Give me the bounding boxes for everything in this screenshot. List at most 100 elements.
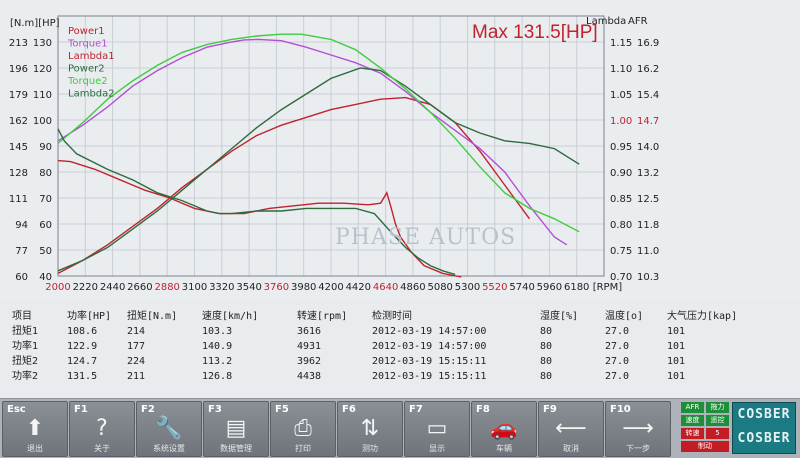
right-tick-lambda: 0.85 xyxy=(610,194,632,205)
dyno-icon: ⇅ xyxy=(360,416,380,441)
left-tick-hp: 110 xyxy=(33,90,52,101)
x-axis-ticks: 2000 2220 2440 2660 2880 3100 3320 3540 3760 3980… xyxy=(45,282,622,293)
cell: 扭矩2 xyxy=(12,356,39,367)
left-tick-nm: 77 xyxy=(15,246,28,257)
esc-exit-button[interactable]: Esc ⬆ 退出 xyxy=(2,401,68,457)
header-temperature: 温度[o] xyxy=(605,311,644,322)
table-header: 项目 功率[HP] 扭矩[N.m] 速度[km/h] 转速[rpm] 检测时间 … xyxy=(10,309,737,324)
left-tick-hp: 100 xyxy=(33,116,52,127)
x-tick-label: 2660 xyxy=(127,282,152,293)
header-torque: 扭矩[N.m] xyxy=(127,311,178,322)
f1-about-button[interactable]: F1 ? 关于 xyxy=(69,401,135,457)
cell: 124.7 xyxy=(67,356,98,367)
f3-data-button[interactable]: F3 ▤ 数据管理 xyxy=(203,401,269,457)
cell: 103.3 xyxy=(202,326,233,337)
key-label: F10 xyxy=(610,404,631,415)
x-tick-label: 2220 xyxy=(73,282,98,293)
afr-indicator[interactable]: AFR xyxy=(681,402,704,413)
right-tick-afr: 14.0 xyxy=(637,142,659,153)
right-tick-afr: 13.2 xyxy=(637,168,659,179)
remote-indicator[interactable]: 遥控 xyxy=(706,415,729,426)
left-tick-hp: 90 xyxy=(39,142,52,153)
rpm-value: 5 xyxy=(706,428,729,439)
button-caption: 打印 xyxy=(295,444,311,453)
right-tick-lambda: 0.95 xyxy=(610,142,632,153)
right-tick-lambda: 1.10 xyxy=(610,64,632,75)
left-tick-hp: 80 xyxy=(39,168,52,179)
cell: 功率1 xyxy=(12,341,39,352)
f8-vehicle-button[interactable]: F8 🚗 车辆 xyxy=(471,401,537,457)
left-tick-hp: 130 xyxy=(33,38,52,49)
f2-settings-button[interactable]: F2 🔧 系统设置 xyxy=(136,401,202,457)
cell: 80 xyxy=(540,326,553,337)
right-axis-title-afr: AFR xyxy=(628,16,648,27)
f5-print-button[interactable]: F5 ⎙ 打印 xyxy=(270,401,336,457)
x-tick-label: 4200 xyxy=(318,282,343,293)
cell: 101 xyxy=(667,326,686,337)
f6-dyno-button[interactable]: F6 ⇅ 测功 xyxy=(337,401,403,457)
button-caption: 退出 xyxy=(27,444,43,453)
right-arrow-icon: ⟶ xyxy=(622,416,654,441)
cell: 108.6 xyxy=(67,326,98,337)
right-tick-lambda: 1.00 xyxy=(610,116,632,127)
cell: 4438 xyxy=(297,371,322,382)
cell: 177 xyxy=(127,341,146,352)
cell: 2012-03-19 14:57:00 xyxy=(372,341,487,352)
cell: 224 xyxy=(127,356,146,367)
right-tick-afr: 11.0 xyxy=(637,246,659,257)
x-tick-label: 3100 xyxy=(182,282,207,293)
right-tick-afr: 14.7 xyxy=(637,116,659,127)
left-tick-nm: 128 xyxy=(9,168,28,179)
right-axis-ticks: 0.70 10.3 0.75 11.0 0.80 11.8 0.85 12.5 0.90 13.2… xyxy=(610,38,659,283)
function-key-toolbar: Esc ⬆ 退出 F1 ? 关于 F2 🔧 系统设置 F3 ▤ 数据管理 F5 … xyxy=(0,398,800,458)
wrench-icon: 🔧 xyxy=(155,416,183,441)
cell: 80 xyxy=(540,341,553,352)
legend-lambda2: Lambda2 xyxy=(68,89,115,100)
speed-indicator[interactable]: 速度 xyxy=(681,415,704,426)
x-tick-label: 4420 xyxy=(346,282,371,293)
cell: 2012-03-19 15:15:11 xyxy=(372,356,487,367)
table-row: 功率2 131.5 211 126.8 4438 2012-03-19 15:1… xyxy=(10,369,710,384)
cell: 211 xyxy=(127,371,146,382)
left-tick-nm: 94 xyxy=(15,220,28,231)
left-tick-nm: 196 xyxy=(9,64,28,75)
status-indicators: AFR 拖力 速度 遥控 转速 5 制动 xyxy=(681,402,729,454)
key-label: F6 xyxy=(342,404,356,415)
x-tick-label: 3980 xyxy=(291,282,316,293)
left-tick-hp: 40 xyxy=(39,272,52,283)
printer-icon: ⎙ xyxy=(294,416,312,441)
key-label: F1 xyxy=(74,404,88,415)
cell: 3616 xyxy=(297,326,322,337)
header-power: 功率[HP] xyxy=(67,311,112,322)
right-tick-afr: 16.2 xyxy=(637,64,659,75)
plot-frame xyxy=(57,15,605,277)
x-unit-label: [RPM] xyxy=(593,282,623,293)
left-tick-nm: 179 xyxy=(9,90,28,101)
cell: 122.9 xyxy=(67,341,98,352)
series-line-torque1 xyxy=(57,38,568,246)
button-caption: 测功 xyxy=(362,444,378,453)
brake-indicator[interactable]: 制动 xyxy=(681,441,729,452)
header-pressure: 大气压力[kap] xyxy=(667,311,738,322)
up-arrow-icon: ⬆ xyxy=(25,416,45,441)
brand-text-bottom: COSBER xyxy=(737,431,791,446)
cell: 3962 xyxy=(297,356,322,367)
table-row: 扭矩2 124.7 224 113.2 3962 2012-03-19 15:1… xyxy=(10,354,710,369)
drag-indicator[interactable]: 拖力 xyxy=(706,402,729,413)
cell: 101 xyxy=(667,356,686,367)
f10-next-button[interactable]: F10 ⟶ 下一步 xyxy=(605,401,671,457)
f7-display-button[interactable]: F7 ▭ 显示 xyxy=(404,401,470,457)
cell: 140.9 xyxy=(202,341,233,352)
left-tick-nm: 213 xyxy=(9,38,28,49)
watermark: PHASE AUTOS xyxy=(335,225,516,250)
left-tick-hp: 50 xyxy=(39,246,52,257)
right-tick-lambda: 1.05 xyxy=(610,90,632,101)
left-arrow-icon: ⟵ xyxy=(555,416,587,441)
right-tick-afr: 12.5 xyxy=(637,194,659,205)
x-tick-label: 2000 xyxy=(45,282,70,293)
right-tick-lambda: 0.90 xyxy=(610,168,632,179)
rpm-indicator[interactable]: 转速 xyxy=(681,428,704,439)
f9-cancel-button[interactable]: F9 ⟵ 取消 xyxy=(538,401,604,457)
left-tick-nm: 145 xyxy=(9,142,28,153)
x-tick-label: 3540 xyxy=(236,282,261,293)
